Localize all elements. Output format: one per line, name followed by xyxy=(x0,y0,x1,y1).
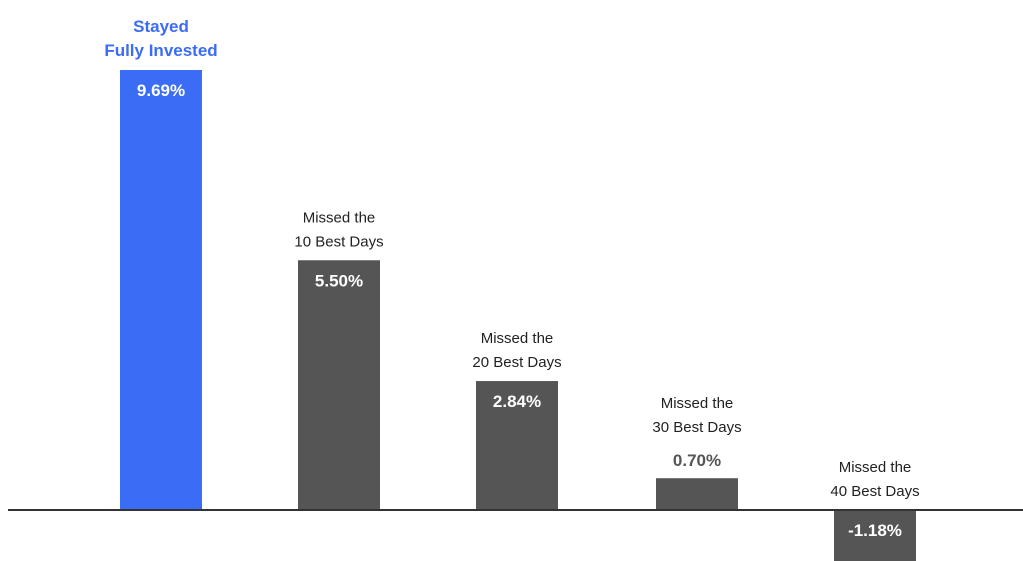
category-label-1-line-2: Fully Invested xyxy=(104,41,217,60)
bar-1 xyxy=(120,70,202,510)
category-label-2-line-2: 10 Best Days xyxy=(294,233,383,250)
value-label-1: 9.69% xyxy=(137,81,185,100)
bar-3 xyxy=(476,381,558,510)
value-label-3: 2.84% xyxy=(493,392,541,411)
value-label-2: 5.50% xyxy=(315,271,363,290)
category-label-5-line-1: Missed the xyxy=(839,459,912,476)
category-label-4-line-1: Missed the xyxy=(661,395,734,412)
bar-4 xyxy=(656,478,738,510)
value-label-4: 0.70% xyxy=(673,451,721,470)
category-label-2-line-1: Missed the xyxy=(303,209,376,226)
category-label-5-line-2: 40 Best Days xyxy=(830,483,919,500)
bar-2 xyxy=(298,260,380,510)
category-label-3-line-1: Missed the xyxy=(481,330,554,347)
value-label-5: -1.18% xyxy=(848,521,902,540)
category-label-1-line-1: Stayed xyxy=(133,17,189,36)
bar-5 xyxy=(834,510,916,561)
category-label-4-line-2: 30 Best Days xyxy=(652,419,741,436)
category-label-3-line-2: 20 Best Days xyxy=(472,354,561,371)
